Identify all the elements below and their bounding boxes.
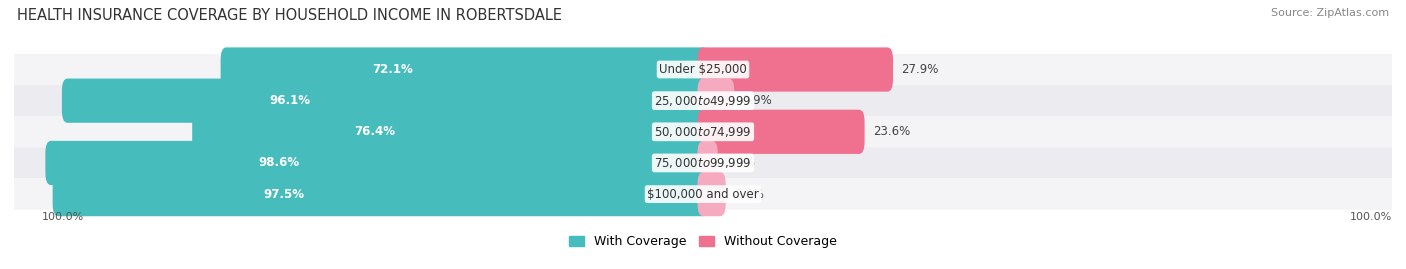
FancyBboxPatch shape xyxy=(62,79,709,123)
FancyBboxPatch shape xyxy=(52,172,709,216)
Text: $75,000 to $99,999: $75,000 to $99,999 xyxy=(654,156,752,170)
Text: 100.0%: 100.0% xyxy=(42,211,84,222)
Text: 98.6%: 98.6% xyxy=(259,157,299,169)
Text: Source: ZipAtlas.com: Source: ZipAtlas.com xyxy=(1271,8,1389,18)
Legend: With Coverage, Without Coverage: With Coverage, Without Coverage xyxy=(564,230,842,253)
FancyBboxPatch shape xyxy=(697,110,865,154)
FancyBboxPatch shape xyxy=(697,172,725,216)
FancyBboxPatch shape xyxy=(14,147,1392,179)
FancyBboxPatch shape xyxy=(14,85,1392,116)
FancyBboxPatch shape xyxy=(14,116,1392,147)
FancyBboxPatch shape xyxy=(193,110,709,154)
Text: 1.4%: 1.4% xyxy=(725,157,756,169)
Text: 27.9%: 27.9% xyxy=(901,63,939,76)
Text: 3.9%: 3.9% xyxy=(742,94,772,107)
Text: 96.1%: 96.1% xyxy=(270,94,311,107)
Text: 97.5%: 97.5% xyxy=(263,187,304,201)
Text: $100,000 and over: $100,000 and over xyxy=(647,187,759,201)
FancyBboxPatch shape xyxy=(45,141,709,185)
Text: HEALTH INSURANCE COVERAGE BY HOUSEHOLD INCOME IN ROBERTSDALE: HEALTH INSURANCE COVERAGE BY HOUSEHOLD I… xyxy=(17,8,562,23)
Text: $50,000 to $74,999: $50,000 to $74,999 xyxy=(654,125,752,139)
FancyBboxPatch shape xyxy=(697,141,718,185)
FancyBboxPatch shape xyxy=(221,47,709,92)
FancyBboxPatch shape xyxy=(14,179,1392,210)
Text: 2.6%: 2.6% xyxy=(734,187,763,201)
Text: 23.6%: 23.6% xyxy=(873,125,910,138)
Text: 100.0%: 100.0% xyxy=(1350,211,1392,222)
FancyBboxPatch shape xyxy=(14,54,1392,85)
FancyBboxPatch shape xyxy=(697,47,893,92)
Text: $25,000 to $49,999: $25,000 to $49,999 xyxy=(654,94,752,108)
Text: Under $25,000: Under $25,000 xyxy=(659,63,747,76)
FancyBboxPatch shape xyxy=(697,79,734,123)
Text: 76.4%: 76.4% xyxy=(354,125,395,138)
Text: 72.1%: 72.1% xyxy=(373,63,413,76)
